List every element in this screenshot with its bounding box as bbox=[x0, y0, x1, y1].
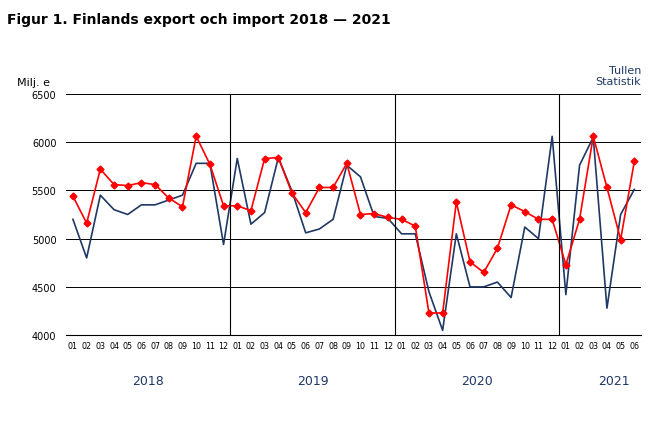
Import bbox=[411, 224, 419, 229]
Import bbox=[260, 157, 268, 162]
Export bbox=[603, 306, 611, 311]
Export bbox=[315, 227, 323, 232]
Import bbox=[233, 204, 241, 209]
Import bbox=[69, 194, 77, 199]
Import bbox=[521, 209, 529, 215]
Export bbox=[343, 163, 351, 169]
Export bbox=[178, 193, 186, 198]
Export bbox=[411, 232, 419, 237]
Import bbox=[343, 161, 351, 166]
Import bbox=[219, 204, 227, 209]
Import bbox=[576, 217, 584, 222]
Import bbox=[151, 183, 159, 188]
Import bbox=[315, 185, 323, 190]
Export bbox=[590, 135, 598, 141]
Import bbox=[562, 262, 570, 267]
Export bbox=[493, 280, 501, 285]
Export bbox=[151, 203, 159, 208]
Export bbox=[137, 203, 145, 208]
Export bbox=[219, 242, 227, 247]
Export bbox=[425, 289, 433, 295]
Export bbox=[370, 214, 378, 219]
Export bbox=[439, 328, 447, 333]
Text: 2018: 2018 bbox=[132, 374, 164, 387]
Text: Figur 1. Finlands export och import 2018 — 2021: Figur 1. Finlands export och import 2018… bbox=[7, 13, 391, 27]
Import bbox=[329, 185, 337, 190]
Import bbox=[124, 184, 132, 189]
Line: Import: Import bbox=[71, 135, 637, 316]
Export bbox=[301, 231, 309, 236]
Import bbox=[425, 310, 433, 316]
Text: 2019: 2019 bbox=[297, 374, 329, 387]
Export bbox=[617, 212, 625, 218]
Import bbox=[97, 167, 104, 172]
Import bbox=[247, 209, 255, 214]
Import bbox=[617, 237, 625, 243]
Import bbox=[507, 203, 515, 208]
Import bbox=[603, 185, 611, 190]
Export bbox=[507, 295, 515, 301]
Export bbox=[535, 237, 543, 242]
Export bbox=[452, 232, 460, 237]
Text: 2021: 2021 bbox=[598, 374, 629, 387]
Text: 2020: 2020 bbox=[461, 374, 492, 387]
Export bbox=[288, 189, 296, 194]
Export bbox=[397, 232, 405, 237]
Export bbox=[233, 157, 241, 162]
Import bbox=[397, 217, 405, 222]
Export bbox=[356, 175, 364, 180]
Text: Tullen
Statistik: Tullen Statistik bbox=[596, 66, 641, 87]
Import bbox=[192, 135, 200, 140]
Export bbox=[329, 217, 337, 222]
Text: Milj. e: Milj. e bbox=[17, 77, 50, 87]
Export bbox=[260, 211, 268, 216]
Export bbox=[480, 285, 488, 290]
Export bbox=[562, 292, 570, 298]
Export bbox=[69, 217, 77, 222]
Export bbox=[466, 285, 474, 290]
Import bbox=[452, 200, 460, 205]
Import bbox=[288, 191, 296, 197]
Export bbox=[206, 161, 214, 166]
Export bbox=[97, 193, 104, 198]
Export bbox=[274, 156, 282, 161]
Export bbox=[110, 208, 118, 213]
Import bbox=[206, 163, 214, 168]
Export bbox=[548, 135, 556, 140]
Export bbox=[631, 187, 639, 193]
Export bbox=[521, 225, 529, 230]
Export bbox=[384, 216, 392, 221]
Import bbox=[439, 310, 447, 316]
Import bbox=[535, 217, 543, 222]
Import bbox=[137, 181, 145, 186]
Import bbox=[301, 211, 309, 216]
Import bbox=[466, 260, 474, 265]
Import bbox=[548, 217, 556, 222]
Import bbox=[590, 135, 598, 140]
Import bbox=[356, 212, 364, 218]
Export bbox=[192, 161, 200, 166]
Export bbox=[83, 256, 91, 261]
Export bbox=[247, 222, 255, 227]
Import bbox=[110, 183, 118, 188]
Import bbox=[370, 212, 378, 217]
Export bbox=[124, 212, 132, 218]
Import bbox=[384, 215, 392, 221]
Export bbox=[165, 198, 173, 203]
Import bbox=[83, 221, 91, 226]
Import bbox=[631, 160, 639, 165]
Import bbox=[165, 196, 173, 201]
Import bbox=[493, 246, 501, 251]
Import bbox=[274, 156, 282, 161]
Import bbox=[178, 205, 186, 210]
Import bbox=[480, 270, 488, 275]
Line: Export: Export bbox=[73, 137, 635, 331]
Export bbox=[576, 163, 584, 169]
